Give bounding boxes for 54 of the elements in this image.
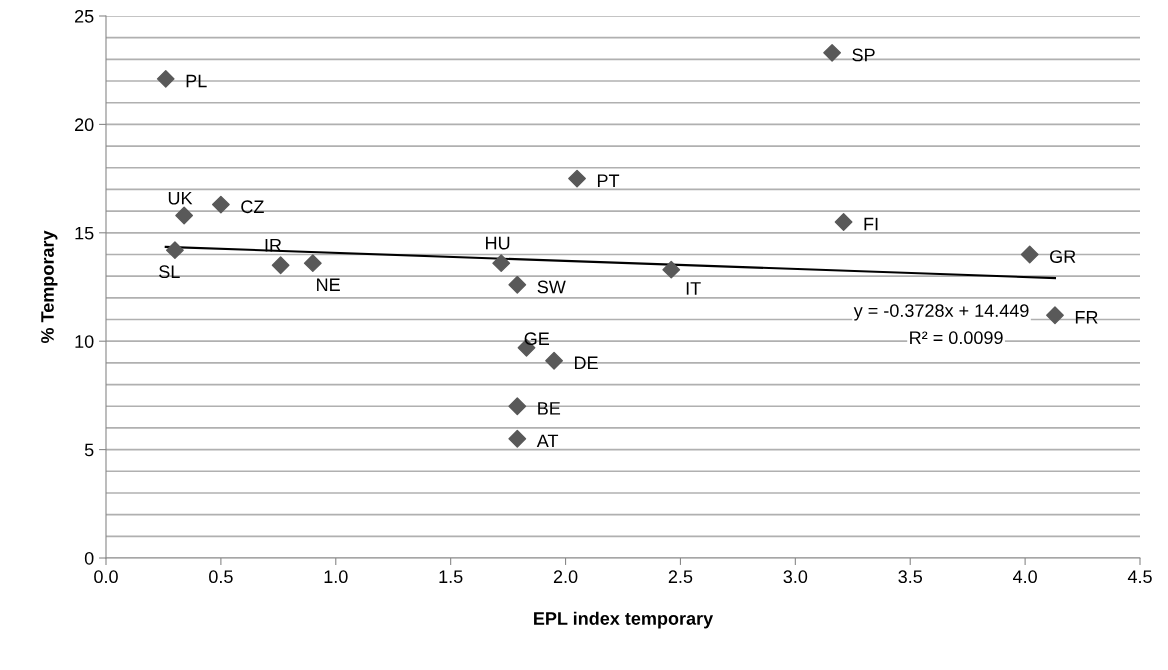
- x-tick-label: 1.0: [324, 570, 348, 584]
- x-tick-label: 0.0: [94, 570, 118, 584]
- point: [823, 43, 842, 62]
- y-tick-label: 5: [84, 443, 94, 457]
- annotation: SL: [159, 265, 180, 279]
- x-tick-label: 3.0: [783, 570, 808, 584]
- y-axis-title: % Temporary: [41, 230, 58, 344]
- annotation: FI: [864, 217, 878, 231]
- x-tick-label: 2.0: [553, 570, 578, 584]
- annotation: CZ: [241, 200, 264, 214]
- point: [545, 351, 563, 370]
- point: [492, 254, 511, 273]
- annotation: R² = 0.0099: [910, 331, 1003, 345]
- point: [568, 169, 586, 188]
- point: [1046, 306, 1064, 325]
- x-tick-label: 4.0: [1012, 570, 1037, 584]
- annotation: DE: [574, 356, 598, 370]
- point: [508, 429, 527, 448]
- point: [166, 241, 184, 260]
- annotation: FR: [1075, 311, 1098, 324]
- annotation: SP: [852, 48, 875, 62]
- point: [834, 213, 853, 231]
- y-tick-label: 15: [75, 226, 94, 240]
- point: [1020, 245, 1039, 264]
- annotation: PT: [597, 174, 620, 187]
- annotation: HU: [486, 236, 510, 250]
- annotation: GR: [1050, 250, 1076, 263]
- point: [211, 195, 230, 214]
- x-tick-label: 1.5: [439, 570, 463, 584]
- point: [271, 256, 290, 275]
- x-tick-label: 0.5: [209, 570, 233, 584]
- annotation: PL: [186, 74, 207, 88]
- point: [662, 260, 681, 279]
- x-tick-label: 2.5: [668, 570, 693, 584]
- y-tick-label: 0: [84, 551, 94, 565]
- annotation: IT: [686, 282, 701, 295]
- y-tick-label: 25: [75, 9, 94, 23]
- x-axis-title: EPL index temporary: [534, 611, 714, 629]
- point: [508, 397, 527, 416]
- annotation: UK: [168, 191, 193, 205]
- annotation: y = -0.3728x + 14.449: [853, 304, 1029, 321]
- x-tick-label: 3.5: [898, 570, 923, 584]
- annotation: BE: [538, 402, 561, 415]
- annotation: SW: [537, 280, 566, 294]
- point: [156, 69, 175, 88]
- y-tick-label: 10: [75, 335, 94, 348]
- x-tick-label: 4.5: [1127, 570, 1152, 584]
- point: [508, 275, 527, 294]
- annotation: NE: [317, 278, 340, 291]
- point: [175, 206, 194, 225]
- annotation: AT: [536, 434, 559, 448]
- y-tick-label: 20: [75, 118, 94, 132]
- annotation: GE: [524, 332, 550, 346]
- point: [303, 254, 322, 273]
